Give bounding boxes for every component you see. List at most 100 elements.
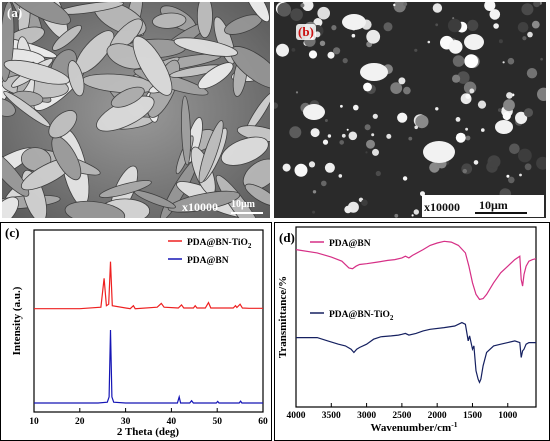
sem-particle <box>506 174 510 178</box>
sem-particle <box>508 176 515 184</box>
sem-particle <box>498 39 503 44</box>
sem-flake <box>167 190 241 213</box>
sem-particle <box>324 162 335 173</box>
sem-particle <box>502 61 505 64</box>
x-tick-label: 60 <box>258 417 268 427</box>
series-line-1 <box>34 329 263 404</box>
sem-flake <box>52 24 82 51</box>
sem-particle <box>344 205 352 214</box>
sem-flake <box>3 90 51 127</box>
sem-particle <box>506 92 513 99</box>
y-axis-title-d: Transmittance/% <box>277 276 289 358</box>
sem-particle <box>465 93 471 99</box>
sem-flake <box>244 183 270 207</box>
x-tick-label: 50 <box>212 417 222 427</box>
x-tick-label: 10 <box>29 417 39 427</box>
scale-bar-a <box>231 212 263 214</box>
sem-particle <box>507 57 515 65</box>
sem-particle <box>452 74 461 83</box>
sem-flake <box>3 59 70 85</box>
sem-particle <box>448 40 463 54</box>
sem-particle <box>495 120 513 134</box>
sem-particle <box>489 9 501 20</box>
sem-particle <box>414 48 418 52</box>
sem-particle <box>398 77 406 85</box>
x-tick-label: 3000 <box>357 411 376 421</box>
sem-particle <box>411 214 414 217</box>
sem-particle <box>390 82 403 94</box>
sem-flake <box>198 120 224 184</box>
sem-particle <box>338 174 343 178</box>
sem-particle <box>319 40 326 46</box>
sem-image-b: (b) x10000 10μm <box>274 2 546 218</box>
sem-particle <box>435 107 439 111</box>
sem-particle <box>522 36 527 41</box>
sem-particle <box>317 6 330 20</box>
x-tick-label: 30 <box>121 417 131 427</box>
sem-flake <box>181 95 191 166</box>
sem-particle <box>364 124 371 131</box>
sem-particle <box>521 3 534 16</box>
sem-particle <box>397 112 408 123</box>
sem-flake <box>2 196 19 218</box>
sem-particle <box>351 33 356 38</box>
sem-particle <box>371 133 375 137</box>
series-line-1 <box>296 321 536 384</box>
sem-particle <box>394 213 399 218</box>
x-tick-label: 2000 <box>428 411 447 421</box>
x-tick-label: 3500 <box>322 411 341 421</box>
magnification-b: x10000 <box>424 200 460 214</box>
sem-particle <box>308 50 318 59</box>
sem-particle <box>518 148 532 163</box>
sem-particle <box>524 108 533 118</box>
sem-particle <box>375 170 381 177</box>
sem-flake <box>2 97 16 117</box>
sem-particle <box>341 133 346 138</box>
x-axis-title-c: 2 Theta (deg) <box>117 426 179 438</box>
sem-particle <box>348 131 358 141</box>
sem-particle <box>340 104 343 108</box>
x-tick-label: 4000 <box>287 411 306 421</box>
ftir-chart-panel: (d) 4000 3500 3000 2500 2000 1500 1000 PDA@BN … <box>274 222 550 441</box>
x-tick-label: 1000 <box>498 411 517 421</box>
x-tick-label: 1500 <box>463 411 482 421</box>
sem-particle <box>455 132 466 143</box>
series-line-0 <box>295 240 537 301</box>
legend-label-pda-bn-tio2: PDA@BN-TiO2 <box>187 238 252 250</box>
sem-particle <box>540 57 543 61</box>
panel-label-a: (a) <box>7 5 23 20</box>
sem-particle <box>339 140 344 145</box>
sem-flake <box>4 2 71 25</box>
sem-particle <box>517 22 529 33</box>
sem-flake <box>173 37 238 57</box>
sem-particle <box>427 40 431 44</box>
sem-particle <box>366 139 375 149</box>
sem-particle <box>526 68 538 79</box>
sem-particle <box>509 143 520 155</box>
sem-flake <box>110 86 145 108</box>
sem-particle <box>303 104 325 120</box>
sem-particle <box>432 3 443 13</box>
sem-particle <box>383 22 393 32</box>
sem-particle <box>533 2 541 8</box>
panel-border-c <box>0 222 272 441</box>
scale-bar-b <box>475 212 527 214</box>
sem-particle <box>537 87 546 101</box>
sem-particle <box>452 17 455 20</box>
sem-particle <box>312 210 316 214</box>
sem-particle <box>372 148 379 156</box>
sem-particle <box>527 31 533 38</box>
panel-label-c: (c) <box>5 225 19 240</box>
x-tick-label: 40 <box>167 417 177 427</box>
xrd-chart: (c) 10 20 30 40 50 60 PDA@BN-TiO2 PDA@BN 2 Th… <box>0 222 272 441</box>
sem-particle <box>489 159 492 163</box>
sem-particle <box>327 51 335 59</box>
plot-frame-c <box>33 229 264 413</box>
sem-particle <box>276 43 289 57</box>
sem-particle <box>327 134 332 138</box>
sem-particle <box>465 135 471 141</box>
panel-label-d: (d) <box>279 230 295 245</box>
sem-particle <box>503 99 515 112</box>
sem-particle <box>415 115 429 129</box>
